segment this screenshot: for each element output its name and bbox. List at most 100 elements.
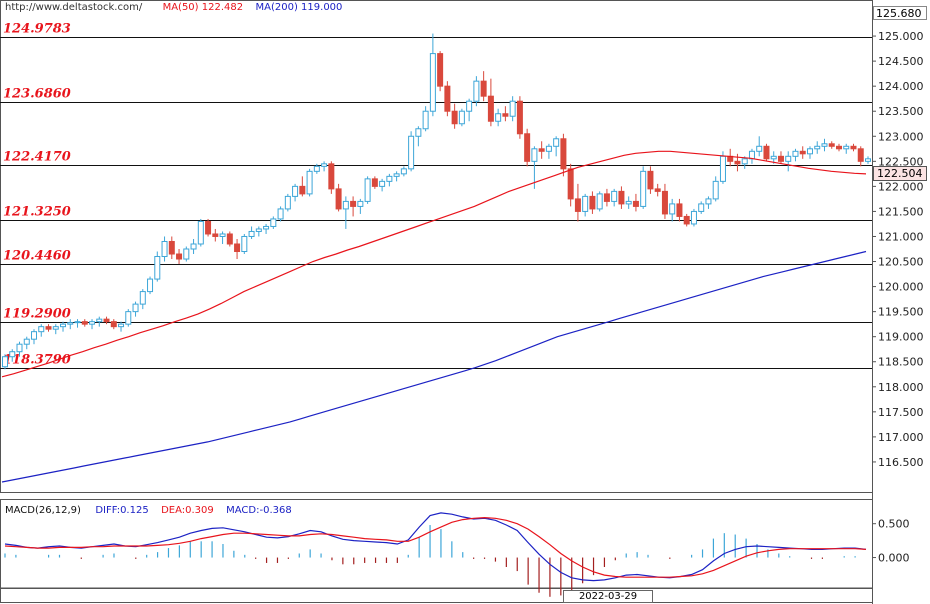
candle-body (386, 175, 393, 182)
level-label: 122.4170 (3, 150, 71, 165)
level-label: 120.4460 (3, 249, 71, 264)
candle-body (154, 256, 161, 280)
candle (9, 349, 16, 362)
candle-body (255, 228, 262, 232)
candle (422, 106, 429, 132)
candle-body (850, 145, 857, 150)
candle (429, 33, 436, 117)
candle-body (719, 155, 726, 182)
candle-body (640, 170, 647, 207)
price-tick-label: 124.500 (878, 55, 924, 68)
candle-body (437, 53, 444, 87)
candle-body (139, 291, 146, 305)
price-tick-label: 121.000 (878, 230, 924, 243)
candle-body (168, 240, 175, 255)
candle-body (770, 155, 777, 160)
candle (16, 341, 23, 357)
candle-body (777, 155, 784, 162)
candle-body (857, 148, 864, 162)
candle (444, 81, 451, 117)
candle (625, 196, 632, 209)
candle-body (596, 193, 603, 210)
candle-body (364, 178, 371, 202)
candle-body (647, 170, 654, 190)
candle-body (226, 233, 233, 245)
candle (618, 186, 625, 209)
candle (843, 143, 850, 154)
candle-body (103, 318, 110, 323)
candle (379, 178, 386, 192)
candle (538, 141, 545, 159)
candle-body (2, 356, 8, 368)
candle-body (698, 203, 705, 212)
candle-body (371, 178, 378, 187)
candle (313, 163, 320, 174)
candle (23, 336, 30, 350)
candle (828, 141, 835, 149)
candle-body (205, 220, 212, 235)
candle (777, 151, 784, 164)
candle (748, 148, 755, 164)
candle (611, 188, 618, 207)
candle (466, 98, 473, 122)
candle (110, 319, 117, 330)
candle-body (553, 138, 560, 147)
candle-body (705, 198, 712, 205)
candle-body (712, 180, 719, 200)
candle (248, 226, 255, 239)
price-tick-label: 118.500 (878, 356, 924, 369)
candle-body (466, 100, 473, 112)
macd-title: MACD(26,12,9) (5, 505, 81, 516)
candle (857, 146, 864, 167)
crosshair-time-value: 2022-03-29 20:00 (578, 591, 638, 604)
candle (371, 176, 378, 189)
candle (81, 319, 88, 327)
candle-body (625, 200, 632, 205)
candle-body (45, 326, 52, 330)
ma50-line (1, 150, 867, 378)
candle (531, 146, 538, 189)
candle-body (263, 225, 270, 230)
candle-body (632, 200, 639, 207)
candle-body (234, 243, 241, 253)
candle-body (350, 200, 357, 207)
candle-body (429, 53, 436, 112)
candle (277, 206, 284, 222)
candle-body (611, 190, 618, 202)
candle (197, 218, 204, 247)
candle (589, 191, 596, 214)
candle (524, 128, 531, 167)
candle-body (444, 85, 451, 112)
price-tick-label: 123.500 (878, 105, 924, 118)
candle (763, 143, 770, 162)
candle (89, 319, 96, 330)
candle-body (60, 323, 67, 328)
ma50-value: 122.482 (201, 2, 244, 13)
candle-body (393, 173, 400, 177)
candle-body (328, 163, 335, 190)
price-tick-label: 125.000 (878, 30, 924, 43)
candle-body (16, 343, 23, 353)
candle (480, 71, 487, 102)
candle-body (458, 110, 465, 125)
candle (437, 51, 444, 92)
candle-body (690, 210, 697, 225)
candle-body (212, 233, 219, 237)
candle-body (538, 148, 545, 152)
candle (647, 166, 654, 194)
candle (676, 198, 683, 222)
candle-body (96, 318, 103, 323)
price-tick-label: 116.500 (878, 456, 924, 469)
price-panel-border (0, 0, 873, 493)
candle-body (799, 150, 806, 155)
candle (553, 136, 560, 157)
candle (799, 146, 806, 159)
candle (183, 246, 190, 262)
candle (473, 76, 480, 107)
candle (45, 324, 52, 332)
candle-body (582, 195, 589, 212)
candle (176, 249, 183, 265)
macd-value-label: MACD:-0.368 (226, 505, 292, 516)
candle-body (821, 143, 828, 147)
top-price-value: 125.680 (876, 7, 922, 20)
